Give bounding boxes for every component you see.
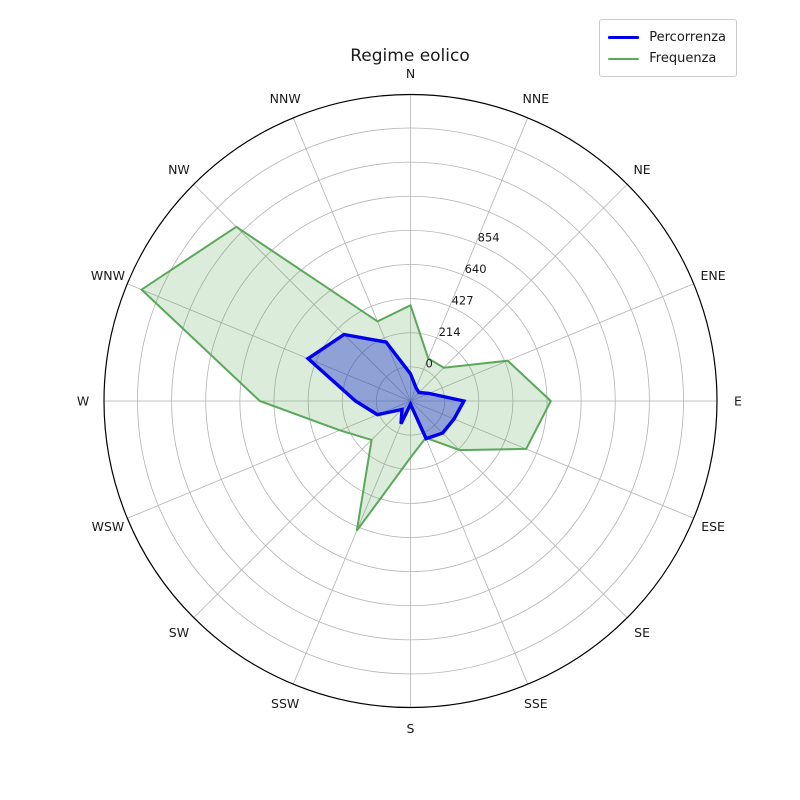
- grid-spoke: [410, 283, 694, 402]
- legend-box: Percorrenza Frequenza: [599, 19, 737, 77]
- grid-spoke: [292, 400, 411, 685]
- direction-label-wsw: WSW: [92, 519, 125, 534]
- grid-spoke: [127, 283, 411, 402]
- direction-label-nw: NW: [168, 162, 190, 177]
- direction-label-nnw: NNW: [270, 91, 301, 106]
- grid-spoke: [193, 400, 411, 619]
- grid-spoke: [410, 117, 529, 402]
- grid-spoke: [292, 117, 411, 402]
- direction-label-se: SE: [634, 625, 650, 640]
- radial-tick-label: 427: [452, 294, 474, 308]
- radial-tick-label: 214: [439, 325, 461, 339]
- grid-spoke: [127, 400, 411, 519]
- chart-title: Regime eolico: [350, 46, 470, 66]
- legend-item-percorrenza: Percorrenza: [608, 27, 726, 48]
- legend-label-frequenza: Frequenza: [649, 51, 717, 66]
- direction-label-n: N: [406, 66, 415, 81]
- direction-label-sse: SSE: [524, 696, 548, 711]
- legend-label-percorrenza: Percorrenza: [649, 30, 726, 45]
- frequenza-line-swatch: [608, 57, 640, 60]
- direction-label-ese: ESE: [701, 519, 725, 534]
- radial-tick-label: 640: [465, 262, 487, 276]
- radial-tick-label: 0: [426, 356, 433, 370]
- direction-label-ssw: SSW: [271, 696, 299, 711]
- grid-spoke: [410, 400, 694, 519]
- grid-spoke: [193, 183, 411, 402]
- legend-item-frequenza: Frequenza: [608, 48, 726, 69]
- direction-label-nne: NNE: [523, 91, 550, 106]
- direction-label-wnw: WNW: [91, 268, 125, 283]
- direction-label-sw: SW: [169, 625, 189, 640]
- grid-spoke: [410, 400, 628, 619]
- outer-circle: [103, 93, 718, 709]
- grid-spoke: [410, 400, 529, 685]
- direction-label-ne: NE: [633, 162, 650, 177]
- frequenza-polygon: [139, 225, 553, 532]
- percorrenza-line-swatch: [608, 36, 640, 39]
- direction-label-e: E: [734, 394, 742, 409]
- direction-label-ene: ENE: [700, 268, 725, 283]
- percorrenza-polygon: [305, 332, 467, 441]
- direction-label-w: W: [77, 394, 89, 409]
- direction-label-s: S: [407, 721, 415, 736]
- radial-tick-label: 854: [478, 231, 500, 245]
- grid-spoke: [410, 183, 628, 402]
